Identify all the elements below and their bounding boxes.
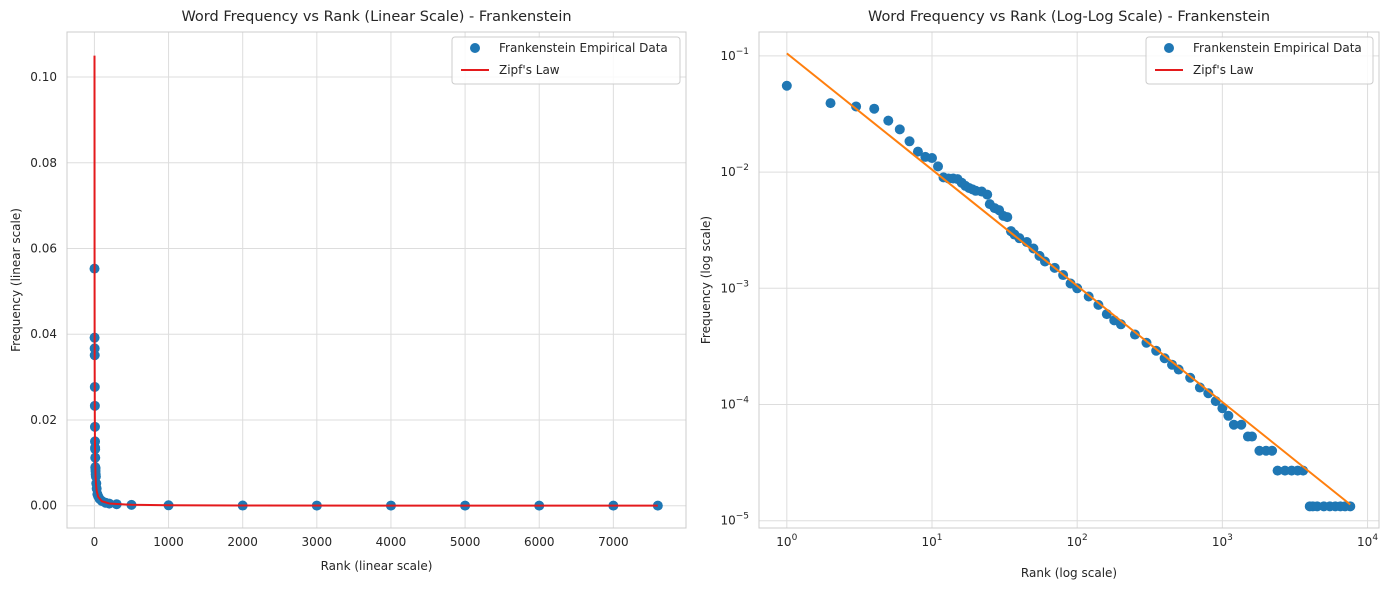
x-axis-label: Rank (linear scale) [321, 559, 433, 573]
y-tick-label: 10−2 [720, 163, 749, 179]
data-point [1159, 353, 1170, 364]
data-point [1203, 388, 1214, 399]
x-tick-label: 0 [91, 535, 99, 549]
x-tick-label: 101 [921, 533, 942, 549]
data-point [1217, 403, 1228, 414]
data-point [781, 80, 792, 91]
data-point [1093, 299, 1104, 310]
data-point [894, 124, 905, 135]
x-axis-label: Rank (log scale) [1021, 566, 1117, 580]
legend: Frankenstein Empirical Data Zipf's Law [451, 36, 681, 85]
x-tick-label: 3000 [302, 535, 333, 549]
legend: Frankenstein Empirical Data Zipf's Law [1145, 36, 1374, 85]
fit-lines [786, 52, 1351, 506]
legend-label-zipf: Zipf's Law [1193, 63, 1254, 77]
legend-label-empirical: Frankenstein Empirical Data [1193, 41, 1362, 55]
fit-lines [93, 55, 658, 507]
linear-scale-chart: 0 1000 2000 3000 4000 5000 6000 7000 0.000.020.… [9, 9, 687, 573]
plot-area [67, 32, 686, 528]
plot-frame [66, 31, 687, 529]
y-grid [759, 55, 1379, 522]
y-tick-label: 0.04 [30, 327, 57, 341]
y-axis-label: Frequency (linear scale) [9, 208, 23, 352]
y-tick-label: 0.00 [30, 499, 57, 513]
y-tick-label: 0.10 [30, 70, 57, 84]
plot-frame [758, 31, 1380, 529]
chart-title: Word Frequency vs Rank (Log-Log Scale) -… [868, 9, 1270, 25]
legend-label-empirical: Frankenstein Empirical Data [499, 41, 668, 55]
y-tick-labels: 10−5 10−4 10−3 10−2 10−1 [720, 47, 749, 528]
data-point [1267, 445, 1278, 456]
data-point [904, 136, 915, 147]
y-tick-label: 10−1 [720, 47, 749, 63]
x-tick-labels: 100 101 102 103 104 [776, 533, 1378, 549]
data-point [1028, 243, 1039, 254]
y-tick-label: 10−3 [720, 279, 749, 295]
data-point [851, 101, 862, 112]
zipf-line [93, 55, 658, 507]
x-tick-label: 104 [1357, 533, 1378, 549]
y-tick-label: 10−4 [720, 396, 749, 412]
data-point [1345, 501, 1356, 512]
y-tick-label: 0.08 [30, 156, 57, 170]
data-point [1002, 212, 1013, 223]
data-point [869, 103, 880, 114]
x-tick-label: 4000 [376, 535, 407, 549]
x-tick-label: 7000 [598, 535, 629, 549]
zipf-line [786, 52, 1351, 506]
legend-box [1145, 36, 1374, 85]
legend-marker-empirical [1164, 43, 1174, 53]
data-point [933, 161, 944, 172]
data-point [1236, 419, 1247, 430]
x-tick-label: 103 [1212, 533, 1233, 549]
data-point [1272, 465, 1283, 476]
log-log-scale-chart: 100 101 102 103 104 10−5 10−4 10−3 10−2 10−1 Wor… [699, 9, 1380, 580]
y-tick-label: 0.02 [30, 413, 57, 427]
data-point [883, 115, 894, 126]
data-point [927, 153, 938, 164]
y-tick-labels: 0.00 0.02 0.04 0.06 0.08 0.10 [30, 70, 57, 513]
data-point [1247, 431, 1258, 442]
x-tick-label: 5000 [450, 535, 481, 549]
x-tick-label: 1000 [153, 535, 184, 549]
legend-marker-empirical [470, 43, 480, 53]
x-tick-label: 100 [776, 533, 797, 549]
data-point [1129, 329, 1140, 340]
y-tick-label: 10−5 [720, 512, 749, 528]
data-point [1228, 419, 1239, 430]
y-axis-label: Frequency (log scale) [699, 216, 713, 344]
legend-box [451, 36, 681, 85]
chart-title: Word Frequency vs Rank (Linear Scale) - … [181, 9, 571, 25]
x-tick-label: 6000 [524, 535, 555, 549]
data-point [1223, 410, 1234, 421]
x-tick-labels: 0 1000 2000 3000 4000 5000 6000 7000 [91, 535, 629, 549]
x-grid [786, 32, 1369, 528]
data-point [982, 189, 993, 200]
data-point [1072, 283, 1083, 294]
data-point [912, 146, 923, 157]
x-tick-label: 102 [1067, 533, 1088, 549]
x-tick-label: 2000 [227, 535, 258, 549]
data-point [825, 98, 836, 109]
legend-label-zipf: Zipf's Law [499, 63, 560, 77]
data-point [1173, 364, 1184, 375]
y-tick-label: 0.06 [30, 241, 57, 255]
